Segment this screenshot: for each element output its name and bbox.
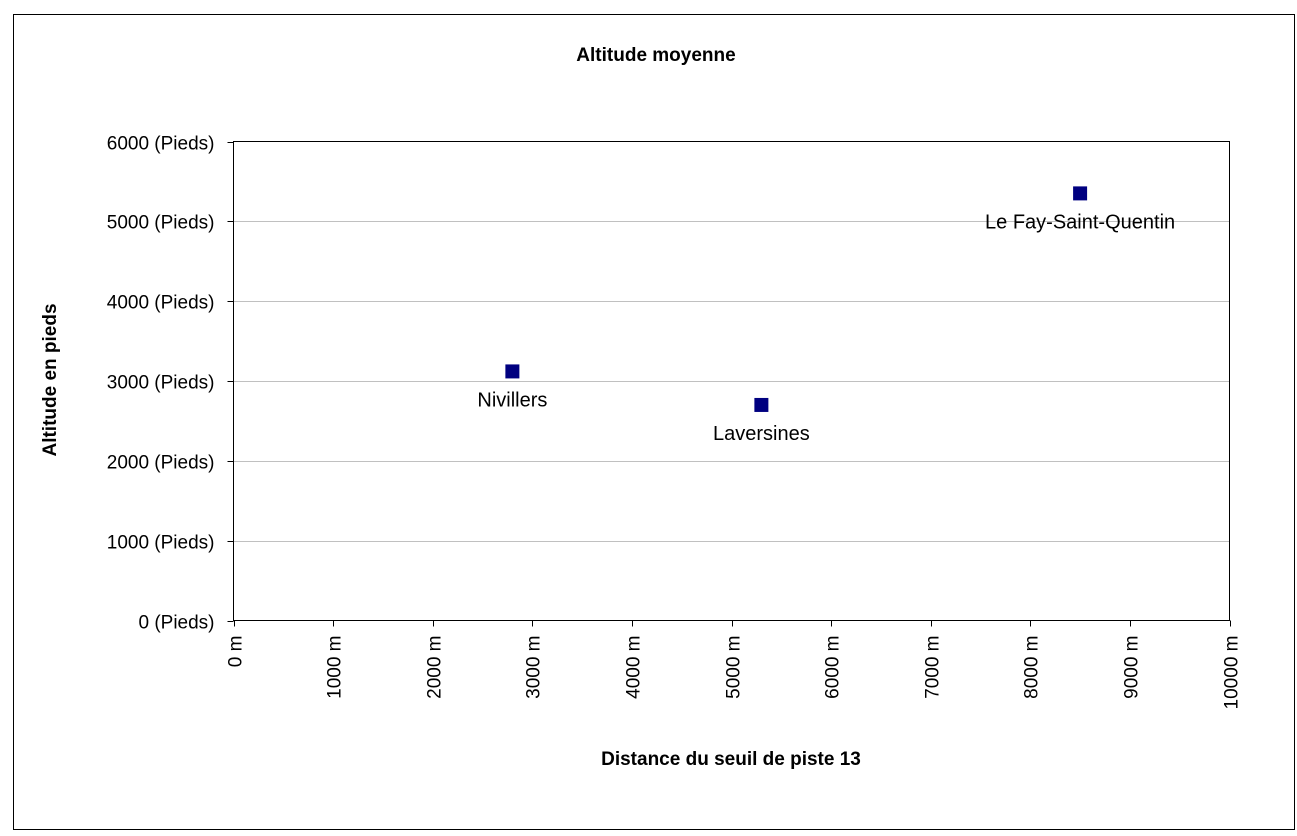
- data-point-label: Laversines: [713, 423, 810, 445]
- data-point-label: Le Fay-Saint-Quentin: [985, 211, 1175, 233]
- grid-lines: [233, 221, 1230, 542]
- x-tick-label: 5000 m: [724, 636, 745, 699]
- data-point-marker: [754, 397, 769, 412]
- x-axis-label: Distance du seuil de piste 13: [601, 749, 861, 770]
- axes: 0 (Pieds) 1000 (Pieds) 2000 (Pieds) 3000 (P…: [107, 134, 1243, 710]
- chart-border: [13, 14, 1295, 830]
- y-axis-label: Altitude en pieds: [40, 303, 61, 456]
- x-tick-label: 8000 m: [1022, 636, 1043, 699]
- x-tick-label: 2000 m: [425, 636, 446, 699]
- x-tick-label: 1000 m: [325, 636, 346, 699]
- x-tick-label: 9000 m: [1122, 636, 1143, 699]
- chart-title: Altitude moyenne: [576, 45, 735, 66]
- x-tick-label: 6000 m: [823, 636, 844, 699]
- x-tick-label: 10000 m: [1222, 636, 1243, 710]
- data-point-label: Nivillers: [477, 389, 547, 411]
- y-tick-label: 0 (Pieds): [138, 613, 214, 634]
- y-tick-label: 6000 (Pieds): [107, 134, 215, 155]
- data-points: Nivillers Laversines Le Fay-Saint-Quentin: [477, 186, 1175, 445]
- x-tick-label: 3000 m: [524, 636, 545, 699]
- y-tick-label: 3000 (Pieds): [107, 373, 215, 394]
- data-point-marker: [1073, 186, 1088, 201]
- x-tick-label: 0 m: [226, 636, 247, 668]
- y-tick-label: 4000 (Pieds): [107, 293, 215, 314]
- y-tick-label: 1000 (Pieds): [107, 533, 215, 554]
- y-tick-label: 5000 (Pieds): [107, 213, 215, 234]
- y-tick-label: 2000 (Pieds): [107, 453, 215, 474]
- x-tick-label: 7000 m: [923, 636, 944, 699]
- data-point-marker: [505, 364, 520, 379]
- x-tick-label: 4000 m: [624, 636, 645, 699]
